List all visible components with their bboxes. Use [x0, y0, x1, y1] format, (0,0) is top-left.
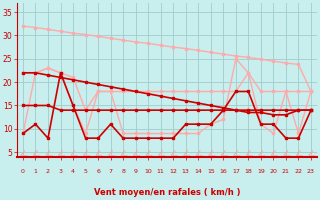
X-axis label: Vent moyen/en rafales ( km/h ): Vent moyen/en rafales ( km/h )	[94, 188, 240, 197]
